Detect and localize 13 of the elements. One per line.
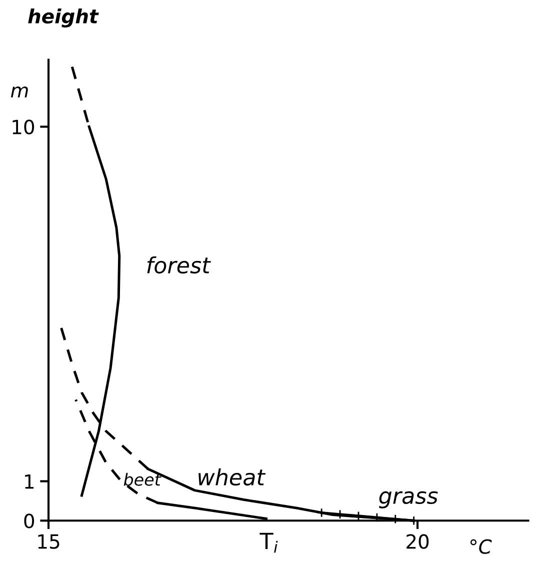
- annotation: forest: [147, 256, 211, 274]
- x-axis-title: T$_{i}$: [260, 532, 278, 553]
- y-tick-label: 0: [24, 514, 34, 528]
- x-tick-label: 15: [38, 534, 60, 549]
- text: m: [10, 86, 28, 98]
- y-tick-label: 1: [25, 474, 34, 489]
- annotation: wheat: [198, 468, 266, 486]
- x-tick-label: 20: [406, 534, 429, 549]
- annotation: grass: [379, 491, 438, 508]
- annotation: beet: [124, 472, 162, 486]
- y-tick-label: 10: [12, 120, 34, 134]
- text: °C: [470, 539, 492, 554]
- y-axis-title: height: [28, 8, 99, 28]
